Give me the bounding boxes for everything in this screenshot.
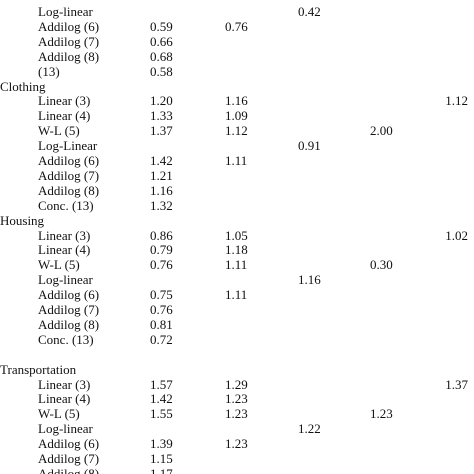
cell: 1.39 [150, 436, 173, 452]
cell: 1.12 [445, 93, 468, 109]
cell: 1.33 [150, 108, 173, 124]
row-label: Addilog (8) [38, 465, 100, 474]
cell: 0.75 [150, 287, 173, 303]
cell: 1.37 [445, 376, 468, 392]
row-label: (13) [38, 63, 60, 79]
cell: 1.22 [298, 421, 321, 437]
cell: 0.76 [150, 302, 173, 317]
cell: 1.23 [225, 391, 248, 407]
cell: 0.81 [150, 316, 173, 332]
row-label: Log-Linear [38, 138, 98, 154]
cell: 1.57 [150, 376, 173, 392]
cell: 1.37 [150, 123, 173, 139]
cell: 0.91 [298, 138, 321, 154]
row-label: Addilog (6) [38, 436, 100, 452]
cell: 1.21 [150, 167, 173, 183]
row-label: Linear (3) [38, 227, 91, 243]
row-label: Addilog (8) [38, 48, 100, 64]
cell: 0.76 [225, 18, 248, 34]
cell: 0.30 [370, 257, 393, 273]
row-label: Addilog (7) [38, 33, 100, 49]
cell: 1.11 [225, 287, 248, 303]
cell: 0.76 [150, 257, 173, 273]
row-label: Addilog (8) [38, 182, 100, 198]
row-label: Log-linear [38, 272, 93, 288]
cell: 1.11 [225, 257, 248, 273]
row-label: Log-linear [38, 4, 93, 19]
cell: 0.72 [150, 331, 173, 347]
group-header: Transportation [0, 361, 77, 377]
group-header: Housing [0, 212, 45, 228]
cell: 1.02 [445, 227, 468, 243]
cell: 1.05 [225, 227, 248, 243]
cell: 1.23 [225, 436, 248, 452]
row-label: W-L (5) [38, 123, 80, 139]
row-label: W-L (5) [38, 406, 80, 422]
cell: 1.18 [225, 242, 248, 258]
row-label: Linear (4) [38, 242, 91, 258]
cell: 1.16 [298, 272, 321, 288]
row-label: Addilog (7) [38, 167, 100, 183]
row-label: Linear (3) [38, 93, 91, 109]
cell: 1.42 [150, 391, 173, 407]
cell: 1.42 [150, 153, 173, 168]
cell: 1.11 [225, 153, 248, 168]
cell: 0.42 [298, 4, 321, 19]
cell: 0.86 [150, 227, 173, 243]
cell: 1.29 [225, 376, 248, 392]
cell: 0.66 [150, 33, 173, 49]
group-header: Clothing [0, 78, 46, 94]
cell: 1.17 [150, 465, 173, 474]
row-label: Conc. (13) [38, 331, 94, 347]
row-label: Addilog (7) [38, 451, 100, 466]
row-label: Linear (4) [38, 391, 91, 407]
cell: 0.59 [150, 18, 173, 34]
cell: 0.79 [150, 242, 173, 258]
row-label: Addilog (6) [38, 287, 100, 303]
cell: 2.00 [370, 123, 393, 139]
row-label: Linear (3) [38, 376, 91, 392]
row-label: Log-linear [38, 421, 93, 437]
cell: 1.09 [225, 108, 248, 124]
cell: 1.16 [150, 182, 173, 198]
cell: 1.12 [225, 123, 248, 139]
row-label: Addilog (7) [38, 302, 100, 317]
cell: 1.16 [225, 93, 248, 109]
row-label: Linear (4) [38, 108, 91, 124]
cell: 1.15 [150, 451, 173, 466]
cell: 1.32 [150, 197, 173, 213]
cell: 1.55 [150, 406, 173, 422]
row-label: Addilog (6) [38, 153, 100, 168]
row-label: Addilog (6) [38, 18, 100, 34]
row-label: Conc. (13) [38, 197, 94, 213]
cell: 1.20 [150, 93, 173, 109]
cell: 0.68 [150, 48, 173, 64]
cell: 1.23 [370, 406, 393, 422]
cell: 1.23 [225, 406, 248, 422]
row-label: Addilog (8) [38, 316, 100, 332]
row-label: W-L (5) [38, 257, 80, 273]
cell: 0.58 [150, 63, 173, 79]
